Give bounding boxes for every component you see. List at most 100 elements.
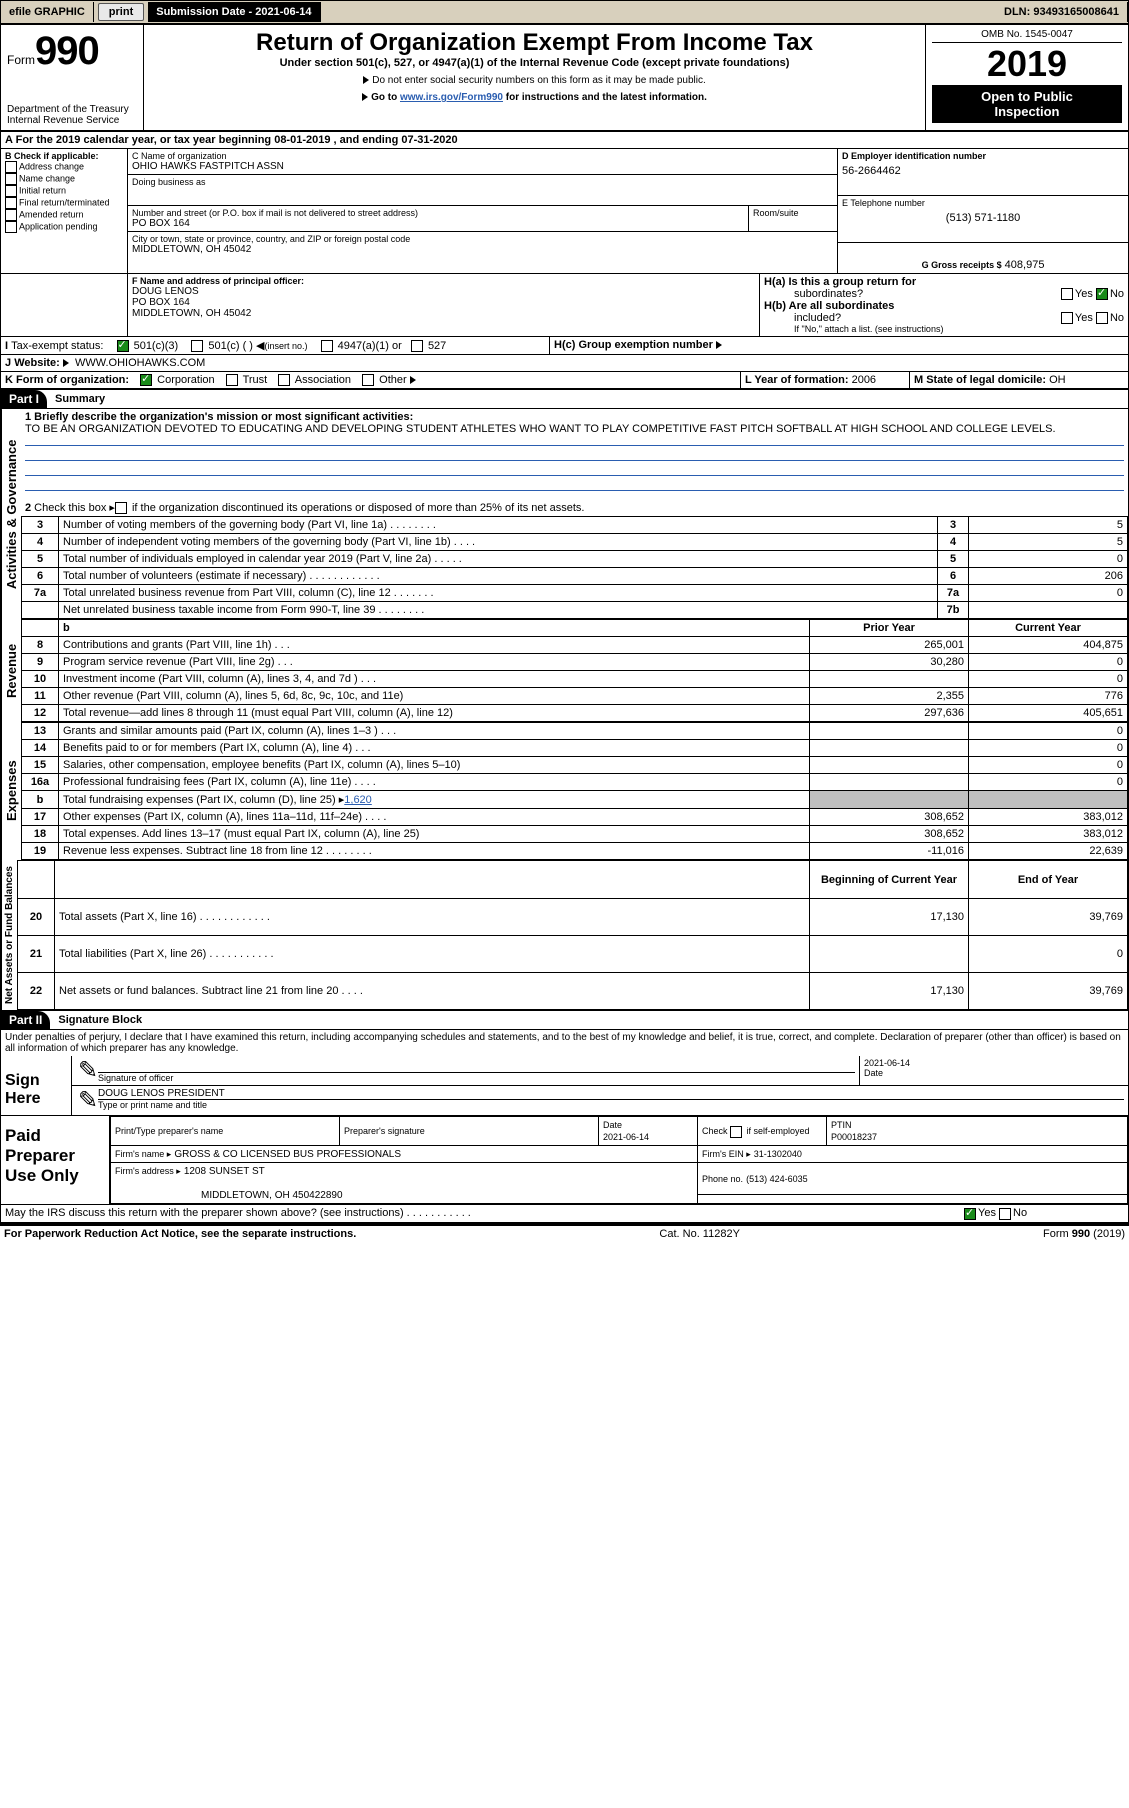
irs-label: Internal Revenue Service bbox=[7, 115, 137, 126]
date-label: Date bbox=[864, 1068, 1124, 1078]
l-value: 2006 bbox=[852, 374, 876, 386]
street-label: Number and street (or P.O. box if mail i… bbox=[132, 208, 744, 218]
officer-name: DOUG LENOS bbox=[132, 286, 755, 297]
m-value: OH bbox=[1049, 374, 1066, 386]
form-container: Form990 Department of the Treasury Inter… bbox=[0, 24, 1129, 1224]
governance-table: 3Number of voting members of the governi… bbox=[21, 516, 1128, 619]
dba-label: Doing business as bbox=[132, 177, 833, 187]
checkbox-hb-yes[interactable] bbox=[1061, 312, 1073, 324]
checkbox-other[interactable] bbox=[362, 374, 374, 386]
paid-preparer-label: Paid Preparer Use Only bbox=[1, 1116, 110, 1204]
netassets-label: Net Assets or Fund Balances bbox=[1, 860, 17, 1010]
ein: 56-2664462 bbox=[842, 165, 1124, 177]
tax-year: 2019 bbox=[981, 43, 1073, 85]
form-number: 990 bbox=[35, 29, 99, 73]
officer-city: MIDDLETOWN, OH 45042 bbox=[132, 308, 755, 319]
j-label: Website: bbox=[14, 357, 60, 369]
checkbox-self-employed[interactable] bbox=[730, 1126, 742, 1138]
c-name-label: C Name of organization bbox=[132, 151, 833, 161]
print-button[interactable]: print bbox=[98, 3, 144, 21]
checkbox-4947[interactable] bbox=[321, 340, 333, 352]
submission-date: Submission Date - 2021-06-14 bbox=[148, 2, 320, 22]
officer-street: PO BOX 164 bbox=[132, 297, 755, 308]
checkbox-527[interactable] bbox=[411, 340, 423, 352]
type-name-label: Type or print name and title bbox=[98, 1099, 1124, 1110]
part1-header: Part I Summary bbox=[1, 389, 1128, 408]
expenses-label: Expenses bbox=[1, 722, 21, 860]
i-label: Tax-exempt status: bbox=[11, 340, 103, 352]
checkbox-amended[interactable] bbox=[5, 209, 17, 221]
checkbox-501c[interactable] bbox=[191, 340, 203, 352]
m-label: M State of legal domicile: bbox=[914, 374, 1046, 386]
section-b-label: B Check if applicable: bbox=[5, 151, 123, 161]
q1-text: TO BE AN ORGANIZATION DEVOTED TO EDUCATI… bbox=[25, 423, 1056, 435]
k-label: K Form of organization: bbox=[5, 374, 129, 386]
website: WWW.OHIOHAWKS.COM bbox=[75, 357, 205, 369]
penalties-text: Under penalties of perjury, I declare th… bbox=[1, 1029, 1128, 1056]
city: MIDDLETOWN, OH 45042 bbox=[132, 244, 833, 255]
sig-officer-label: Signature of officer bbox=[98, 1073, 855, 1083]
checkbox-assoc[interactable] bbox=[278, 374, 290, 386]
checkbox-address-change[interactable] bbox=[5, 161, 17, 173]
inspection-label: Inspection bbox=[994, 104, 1059, 119]
checkbox-discuss-yes[interactable] bbox=[964, 1208, 976, 1220]
pen-icon: ✎ bbox=[72, 1086, 94, 1115]
topbar: efile GRAPHIC print Submission Date - 20… bbox=[0, 0, 1129, 24]
footer-mid: Cat. No. 11282Y bbox=[659, 1228, 740, 1240]
checkbox-ha-no[interactable] bbox=[1096, 288, 1108, 300]
form-subtitle: Under section 501(c), 527, or 4947(a)(1)… bbox=[150, 57, 919, 69]
g-label: G Gross receipts $ bbox=[922, 260, 1002, 270]
f-label: F Name and address of principal officer: bbox=[132, 276, 755, 286]
org-name: OHIO HAWKS FASTPITCH ASSN bbox=[132, 161, 833, 172]
omb-label: OMB No. 1545-0047 bbox=[932, 29, 1122, 43]
dln-label: DLN: 93493165008641 bbox=[996, 2, 1128, 22]
checkbox-501c3[interactable] bbox=[117, 340, 129, 352]
checkbox-pending[interactable] bbox=[5, 221, 17, 233]
checkbox-trust[interactable] bbox=[226, 374, 238, 386]
arrow-icon bbox=[63, 359, 69, 367]
note2-pre: Go to bbox=[371, 92, 400, 103]
arrow-icon bbox=[716, 341, 722, 349]
link-1620[interactable]: 1,620 bbox=[344, 794, 372, 806]
city-label: City or town, state or province, country… bbox=[132, 234, 833, 244]
preparer-table: Print/Type preparer's name Preparer's si… bbox=[110, 1116, 1128, 1204]
l-label: L Year of formation: bbox=[745, 374, 849, 386]
gross-receipts: 408,975 bbox=[1005, 259, 1045, 271]
governance-label: Activities & Governance bbox=[1, 409, 21, 619]
section-a: A For the 2019 calendar year, or tax yea… bbox=[1, 132, 1128, 148]
expenses-table: 13Grants and similar amounts paid (Part … bbox=[21, 722, 1128, 860]
form-title: Return of Organization Exempt From Incom… bbox=[150, 29, 919, 57]
q1-label: 1 Briefly describe the organization's mi… bbox=[25, 411, 413, 423]
netassets-table: Beginning of Current YearEnd of Year 20T… bbox=[17, 860, 1128, 1010]
checkbox-discuss-no[interactable] bbox=[999, 1208, 1011, 1220]
checkbox-corp[interactable] bbox=[140, 374, 152, 386]
note1: Do not enter social security numbers on … bbox=[372, 75, 705, 86]
d-label: D Employer identification number bbox=[842, 151, 1124, 161]
hb-note: If "No," attach a list. (see instruction… bbox=[764, 324, 1124, 334]
checkbox-ha-yes[interactable] bbox=[1061, 288, 1073, 300]
part1-title: Summary bbox=[47, 393, 105, 405]
form990-link[interactable]: www.irs.gov/Form990 bbox=[400, 92, 503, 103]
checkbox-hb-no[interactable] bbox=[1096, 312, 1108, 324]
ha-label: H(a) Is this a group return for bbox=[764, 276, 916, 288]
checkbox-discontinued[interactable] bbox=[115, 502, 127, 514]
revenue-table: bPrior YearCurrent Year 8Contributions a… bbox=[21, 619, 1128, 722]
footer-left: For Paperwork Reduction Act Notice, see … bbox=[4, 1228, 356, 1240]
part2-header: Part II Signature Block bbox=[1, 1010, 1128, 1029]
checkbox-initial-return[interactable] bbox=[5, 185, 17, 197]
checkbox-name-change[interactable] bbox=[5, 173, 17, 185]
sign-here-label: Sign Here bbox=[1, 1056, 72, 1115]
hc-label: H(c) Group exemption number bbox=[554, 339, 713, 351]
room-label: Room/suite bbox=[753, 208, 833, 218]
note2-post: for instructions and the latest informat… bbox=[503, 92, 707, 103]
form-label: Form bbox=[7, 53, 35, 67]
checkbox-final-return[interactable] bbox=[5, 197, 17, 209]
part2-title: Signature Block bbox=[50, 1014, 142, 1026]
dept-label: Department of the Treasury bbox=[7, 104, 137, 115]
revenue-label: Revenue bbox=[1, 619, 21, 722]
arrow-icon bbox=[362, 93, 368, 101]
efile-label: efile GRAPHIC bbox=[1, 2, 94, 22]
form-header: Form990 Department of the Treasury Inter… bbox=[1, 25, 1128, 132]
discuss-text: May the IRS discuss this return with the… bbox=[1, 1205, 960, 1221]
e-label: E Telephone number bbox=[842, 198, 1124, 208]
